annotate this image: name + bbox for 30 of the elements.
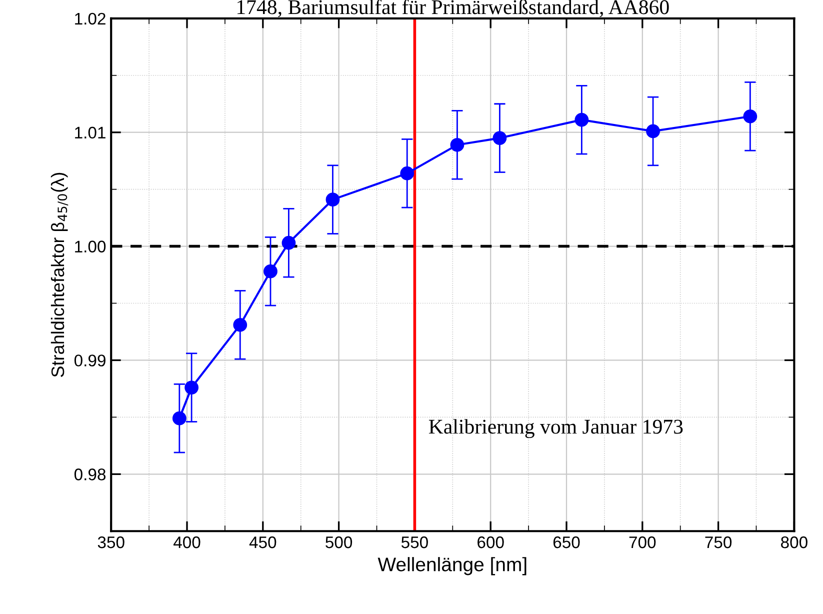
point <box>743 109 758 124</box>
point <box>326 192 340 207</box>
y-tick-label: 1.01 <box>75 126 106 139</box>
point <box>172 411 186 426</box>
x-tick-label: 700 <box>629 536 656 548</box>
ref-line-label: Kalibrierung vom Januar 1973 <box>428 419 683 438</box>
point <box>646 124 660 138</box>
y-tick-label: 1.00 <box>75 240 106 252</box>
point <box>400 166 414 180</box>
point <box>184 380 199 394</box>
point <box>264 264 278 278</box>
x-tick-label: 750 <box>705 536 732 548</box>
x-tick-label: 650 <box>553 536 580 548</box>
y-tick-label: 0.98 <box>74 468 106 480</box>
x-tick-label: 450 <box>249 536 276 548</box>
y-tick-label: 1.02 <box>75 12 106 25</box>
point <box>282 236 296 250</box>
x-tick-label: 600 <box>478 536 504 548</box>
x-axis-title: Wellenlänge [nm] <box>378 557 526 576</box>
x-tick-label: 800 <box>781 536 808 548</box>
point <box>574 112 589 127</box>
x-tick-label: 400 <box>173 536 200 548</box>
point <box>233 318 248 332</box>
x-tick-label: 350 <box>98 536 124 548</box>
y-tick-label: 0.99 <box>74 354 106 366</box>
y-axis-title: Strahldichtefaktor β$_{45/0}$(λ) <box>50 172 68 377</box>
point <box>492 131 507 145</box>
x-tick-label: 500 <box>326 536 352 548</box>
x-tick-label: 550 <box>401 536 428 548</box>
point <box>450 138 464 152</box>
